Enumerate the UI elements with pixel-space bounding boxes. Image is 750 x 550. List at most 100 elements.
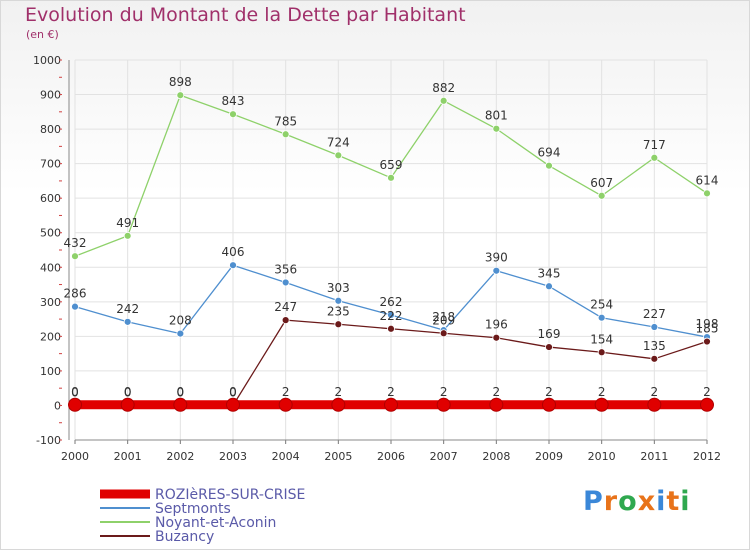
data-label: 2 [440, 385, 448, 399]
data-point [71, 302, 79, 311]
data-label: 356 [274, 262, 297, 276]
data-label: 432 [64, 236, 87, 250]
data-label: 843 [222, 94, 245, 108]
data-label: 169 [538, 327, 561, 341]
data-label: 154 [590, 332, 613, 346]
x-tick-label: 2010 [588, 450, 616, 463]
data-point [492, 333, 501, 342]
y-tick-label: 700 [40, 158, 61, 171]
data-point [278, 397, 293, 412]
x-tick-label: 2012 [693, 450, 721, 463]
y-tick-label: 600 [40, 192, 61, 205]
data-point [384, 397, 398, 412]
data-point [545, 343, 553, 351]
data-label: 785 [274, 114, 297, 128]
y-tick-label: 800 [40, 123, 61, 136]
grid [74, 59, 708, 441]
data-point [123, 317, 132, 326]
data-label: 2 [545, 385, 553, 399]
data-point [492, 266, 501, 275]
data-point [281, 130, 290, 139]
logo-letter: r [603, 486, 619, 517]
data-point [281, 278, 290, 287]
data-label: 801 [485, 109, 508, 123]
axes: -100010020030040050060070080090010002000… [33, 54, 721, 463]
logo-letter: i [680, 486, 691, 517]
data-label: 208 [169, 314, 192, 328]
data-point [439, 329, 448, 338]
data-point [703, 337, 711, 346]
data-label: 2 [335, 385, 343, 399]
logo-letter: o [618, 486, 638, 517]
data-point [489, 397, 504, 412]
data-label: 0 [124, 385, 132, 399]
data-point [229, 261, 237, 270]
data-label: 614 [696, 173, 719, 187]
data-point [545, 161, 553, 170]
x-tick-label: 2007 [430, 450, 458, 463]
data-label: 491 [116, 216, 139, 230]
data-point [387, 324, 395, 333]
data-point [700, 397, 714, 412]
data-point [436, 397, 451, 412]
data-point [703, 189, 711, 198]
data-point [597, 313, 606, 322]
data-point [542, 397, 556, 412]
data-point [439, 96, 448, 105]
legend-label: Noyant-et-Aconin [155, 515, 276, 531]
data-label: 303 [327, 281, 350, 295]
data-label: 0 [229, 385, 237, 399]
data-point [597, 348, 606, 357]
data-label: 235 [327, 304, 350, 318]
data-point [120, 397, 135, 412]
data-point [594, 397, 609, 412]
data-label: 198 [696, 317, 719, 331]
data-label: 185 [696, 322, 719, 336]
data-point [545, 282, 553, 291]
data-label: 694 [538, 146, 561, 160]
logo-letter: t [666, 486, 681, 517]
data-label: 0 [124, 385, 132, 399]
data-label: 0 [71, 385, 79, 399]
data-label: 209 [432, 313, 455, 327]
x-tick-label: 2008 [482, 450, 510, 463]
series-layer [68, 91, 714, 412]
data-label: 2 [703, 385, 711, 399]
data-label: 0 [229, 385, 237, 399]
data-label: 659 [380, 158, 403, 172]
data-label: 254 [590, 298, 613, 312]
data-label: 406 [222, 245, 245, 259]
data-point [387, 311, 395, 319]
data-label: 607 [590, 176, 613, 190]
data-point [229, 110, 237, 119]
data-point [334, 320, 343, 329]
y-tick-label: -100 [36, 434, 61, 447]
data-point [71, 252, 79, 261]
legend-label: Septmonts [155, 501, 231, 517]
data-labels: 0 0 0 0 2 2 2 2 2 2 2 2 2286242208406356303262218390… [64, 75, 719, 399]
x-tick-label: 2011 [640, 450, 668, 463]
data-point [597, 191, 606, 200]
data-point [492, 124, 501, 133]
x-tick-label: 2001 [114, 450, 142, 463]
data-label: 724 [327, 135, 350, 149]
logo-letter: x [637, 486, 657, 517]
y-tick-label: 0 [54, 399, 61, 412]
data-label: 135 [643, 339, 666, 353]
data-label: 2 [493, 385, 501, 399]
data-point [650, 323, 659, 331]
data-label: 286 [64, 287, 87, 301]
x-tick-label: 2009 [535, 450, 563, 463]
data-label: 222 [380, 309, 403, 323]
data-point [387, 173, 395, 182]
data-label: 196 [485, 318, 508, 332]
data-label: 2 [598, 385, 606, 399]
data-label: 242 [116, 302, 139, 316]
data-label: 0 [177, 385, 185, 399]
data-label: 2 [282, 385, 290, 399]
data-label: 227 [643, 307, 666, 321]
data-point [123, 231, 132, 240]
legend: ROZIèRES-SUR-CRISESeptmontsNoyant-et-Aco… [100, 487, 305, 545]
